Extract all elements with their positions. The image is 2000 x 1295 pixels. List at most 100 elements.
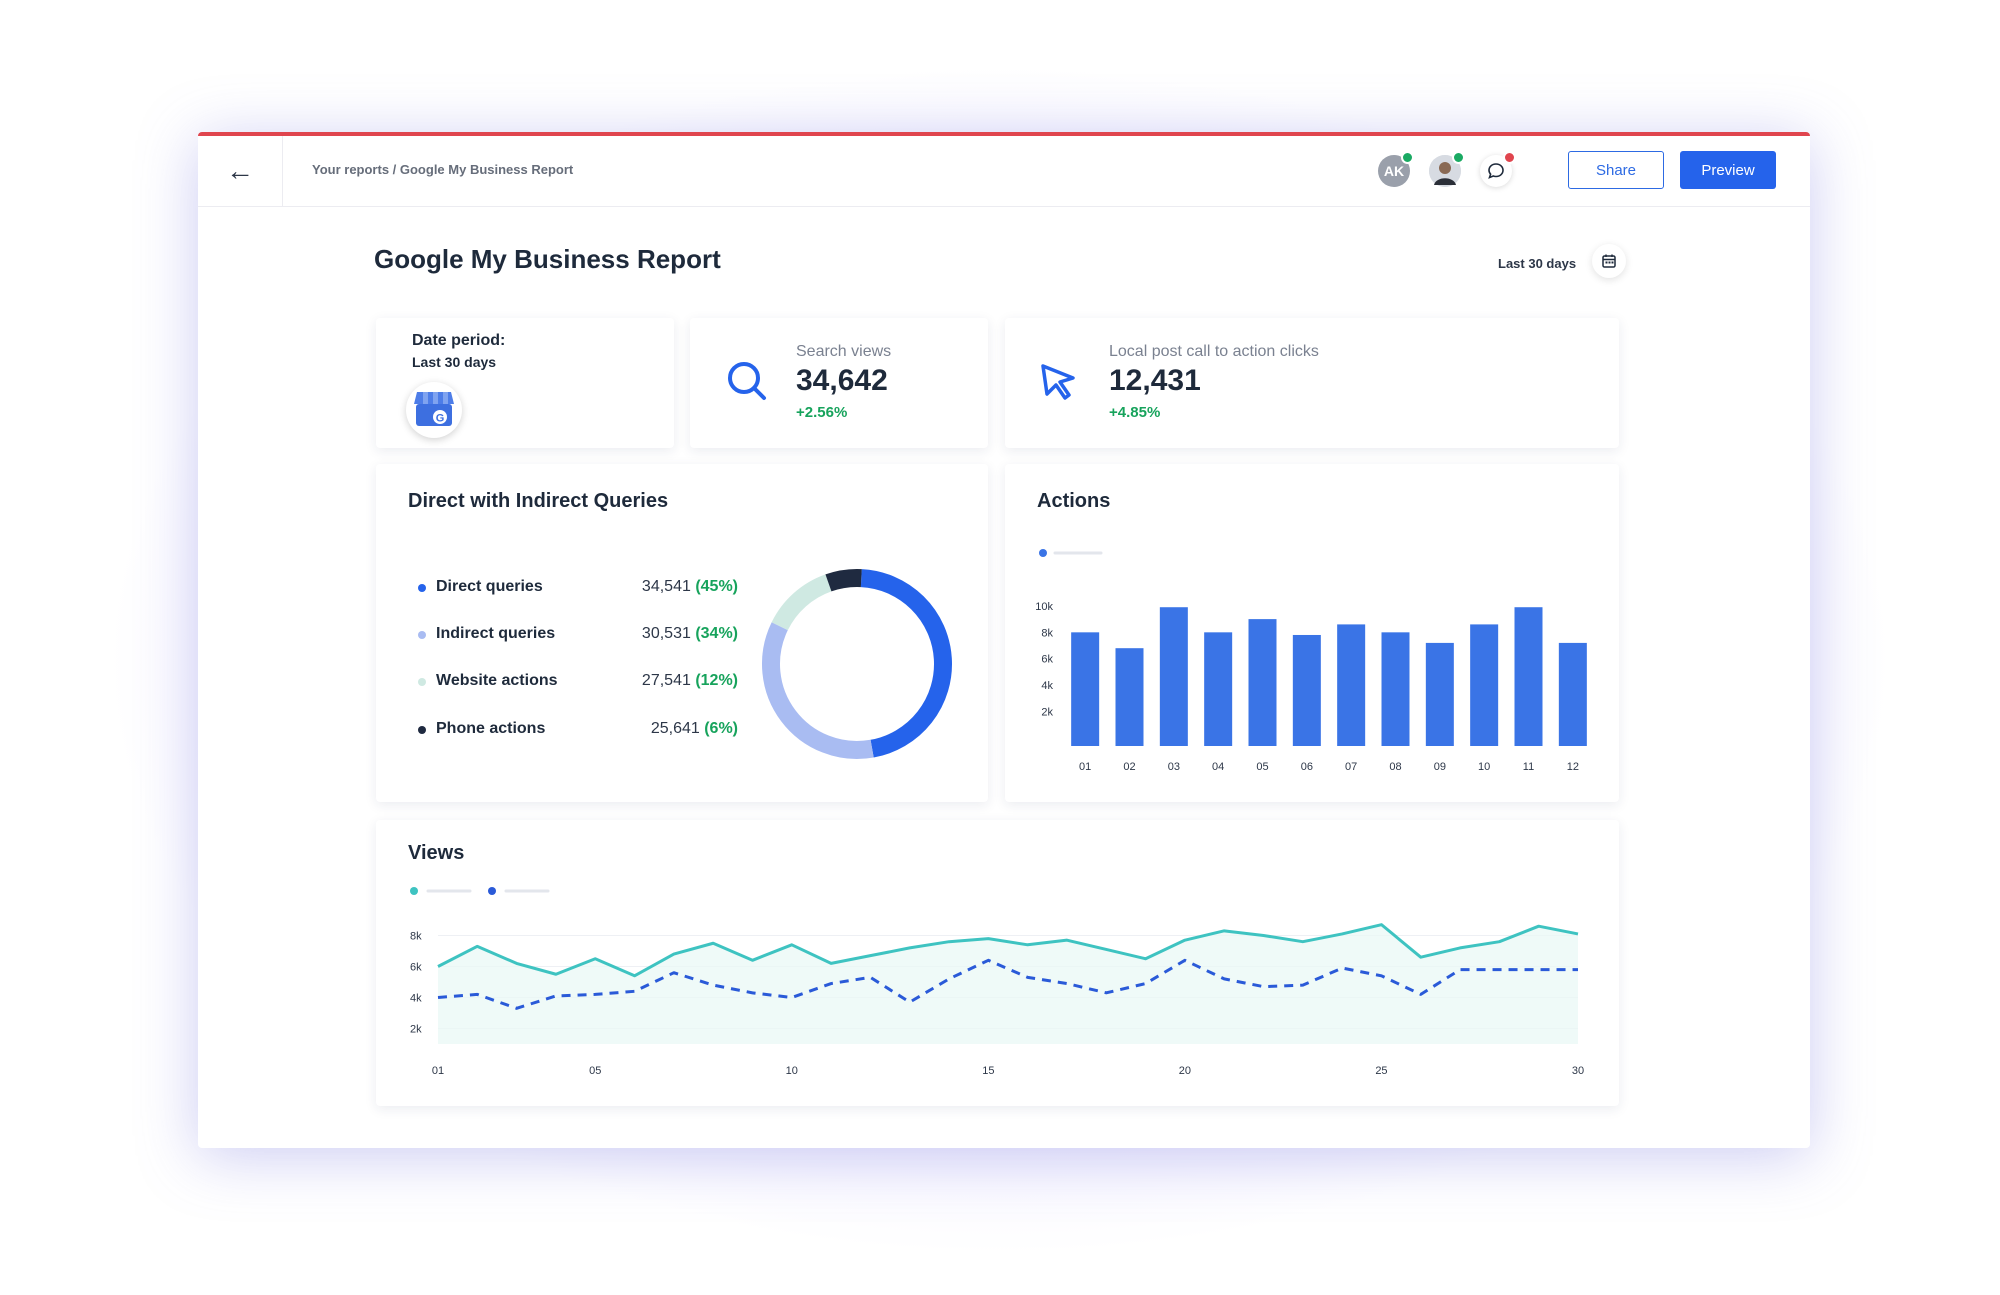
x-axis-tick-label: 01 — [432, 1065, 444, 1077]
google-my-business-logo: G — [406, 382, 462, 438]
x-axis-tick-label: 12 — [1567, 761, 1579, 773]
actions-bar-chart: 10k 8k 6k 4k 2k 01 02 03 04 05 06 07 08 09 10 11 12 — [1035, 549, 1587, 773]
avatar-initials: AK — [1383, 163, 1405, 179]
date-range-label[interactable]: Last 30 days — [1498, 256, 1577, 271]
search-views-label: Search views — [796, 343, 892, 360]
chat-bubble-icon — [1488, 163, 1504, 179]
x-axis-tick-label: 25 — [1375, 1065, 1387, 1077]
area-fill — [438, 924, 1578, 1044]
store-icon: G — [414, 392, 454, 426]
date-period-label: Date period: — [412, 332, 506, 349]
bar — [1337, 624, 1366, 746]
local-post-value: 12,431 — [1109, 364, 1201, 397]
local-post-clicks-card: Local post call to action clicks 12,431 … — [1005, 318, 1619, 448]
svg-text:G: G — [436, 413, 445, 425]
x-axis-tick-label: 05 — [1256, 761, 1268, 773]
search-views-value: 34,642 — [796, 364, 888, 397]
back-button[interactable]: ← — [198, 136, 283, 206]
legend-percent: (6%) — [704, 720, 738, 737]
comments-button[interactable] — [1480, 151, 1516, 187]
app-window: ← Your reports / Google My Business Repo… — [198, 132, 1810, 1148]
y-axis-tick-label: 4k — [410, 993, 422, 1005]
bar — [1514, 607, 1543, 746]
x-axis-tick-label: 01 — [1079, 761, 1091, 773]
donut-slice — [860, 569, 952, 758]
legend-percent: (12%) — [695, 672, 738, 689]
actions-card: Actions 10k 8k 6k 4k 2k 01 02 03 04 05 06 07 08 09 10 1… — [1005, 464, 1619, 802]
y-axis-tick-label: 8k — [1041, 627, 1053, 639]
bar — [1470, 624, 1499, 746]
x-axis-tick-label: 07 — [1345, 761, 1357, 773]
x-axis-tick-label: 02 — [1123, 761, 1135, 773]
y-axis-tick-label: 4k — [1041, 680, 1053, 692]
y-axis-tick-label: 6k — [410, 962, 422, 974]
page-title: Google My Business Report — [374, 244, 721, 274]
online-status-dot — [1452, 151, 1465, 164]
legend-percent: (34%) — [695, 625, 738, 642]
bar — [1115, 648, 1144, 746]
search-icon — [728, 362, 766, 400]
legend-dot — [418, 584, 426, 592]
x-axis-tick-label: 08 — [1389, 761, 1401, 773]
x-axis-tick-label: 03 — [1168, 761, 1180, 773]
donut-chart-title: Direct with Indirect Queries — [408, 490, 669, 512]
actions-chart-title: Actions — [1037, 490, 1111, 512]
direct-indirect-queries-card: Direct with Indirect Queries Direct quer… — [376, 464, 988, 802]
notification-dot — [1503, 151, 1516, 164]
donut-legend-item: Indirect queries 30,531 (34%) — [418, 623, 738, 647]
x-axis-tick-label: 09 — [1434, 761, 1446, 773]
donut-chart — [762, 569, 952, 759]
legend-dot — [1039, 549, 1047, 557]
search-views-card: Search views 34,642 +2.56% — [690, 318, 988, 448]
bar — [1292, 634, 1321, 746]
bar — [1204, 632, 1233, 746]
y-axis-tick-label: 2k — [410, 1024, 422, 1036]
breadcrumb[interactable]: Your reports / Google My Business Report — [312, 162, 574, 177]
views-card: Views 8k 6k 4k 2k 01 05 10 15 20 25 30 — [376, 820, 1619, 1106]
legend-label: Website actions — [436, 672, 558, 689]
x-axis-tick-label: 10 — [1478, 761, 1490, 773]
local-post-change: +4.85% — [1109, 404, 1161, 421]
x-axis-tick-label: 04 — [1212, 761, 1224, 773]
online-status-dot — [1401, 151, 1414, 164]
bar — [1425, 642, 1454, 746]
y-axis-tick-label: 6k — [1041, 654, 1053, 666]
avatar-user-photo[interactable] — [1429, 151, 1465, 187]
views-line-chart: 8k 6k 4k 2k 01 05 10 15 20 25 30 — [410, 887, 1584, 1077]
bar — [1558, 642, 1587, 746]
donut-legend-item: Website actions 27,541 (12%) — [418, 670, 738, 694]
search-views-change: +2.56% — [796, 404, 848, 421]
preview-button[interactable]: Preview — [1680, 151, 1776, 189]
dashed-series-line — [437, 958, 1578, 1010]
person-icon — [1429, 155, 1461, 187]
x-axis-tick-label: 11 — [1523, 761, 1534, 773]
date-period-value: Last 30 days — [412, 354, 497, 370]
legend-value: 30,531 (34%) — [641, 625, 738, 642]
cursor-arrow-icon — [1041, 364, 1075, 400]
donut-slice — [825, 569, 862, 592]
avatar-ak[interactable]: AK — [1378, 151, 1414, 187]
bar — [1071, 632, 1100, 746]
donut-legend-item: Phone actions 25,641 (6%) — [418, 718, 738, 742]
legend-dot — [418, 631, 426, 639]
donut-slice — [771, 574, 832, 631]
legend-dot — [488, 887, 496, 895]
bar — [1248, 619, 1277, 746]
x-axis-tick-label: 30 — [1572, 1065, 1584, 1077]
legend-dot — [418, 678, 426, 686]
legend-label: Phone actions — [436, 720, 546, 737]
date-picker-button[interactable] — [1592, 244, 1626, 278]
x-axis-tick-label: 05 — [589, 1065, 601, 1077]
legend-value: 25,641 (6%) — [650, 720, 738, 737]
calendar-icon — [1602, 254, 1616, 268]
arrow-left-icon: ← — [226, 155, 254, 186]
legend-label: Direct queries — [436, 578, 543, 595]
x-axis-tick-label: 15 — [982, 1065, 994, 1077]
share-button[interactable]: Share — [1568, 151, 1664, 189]
y-axis-tick-label: 2k — [1041, 707, 1053, 719]
donut-legend-item: Direct queries 34,541 (45%) — [418, 576, 738, 600]
x-axis-tick-label: 10 — [786, 1065, 798, 1077]
y-axis-tick-label: 10k — [1035, 601, 1053, 613]
x-axis-tick-label: 06 — [1301, 761, 1313, 773]
legend-dot — [418, 726, 426, 734]
